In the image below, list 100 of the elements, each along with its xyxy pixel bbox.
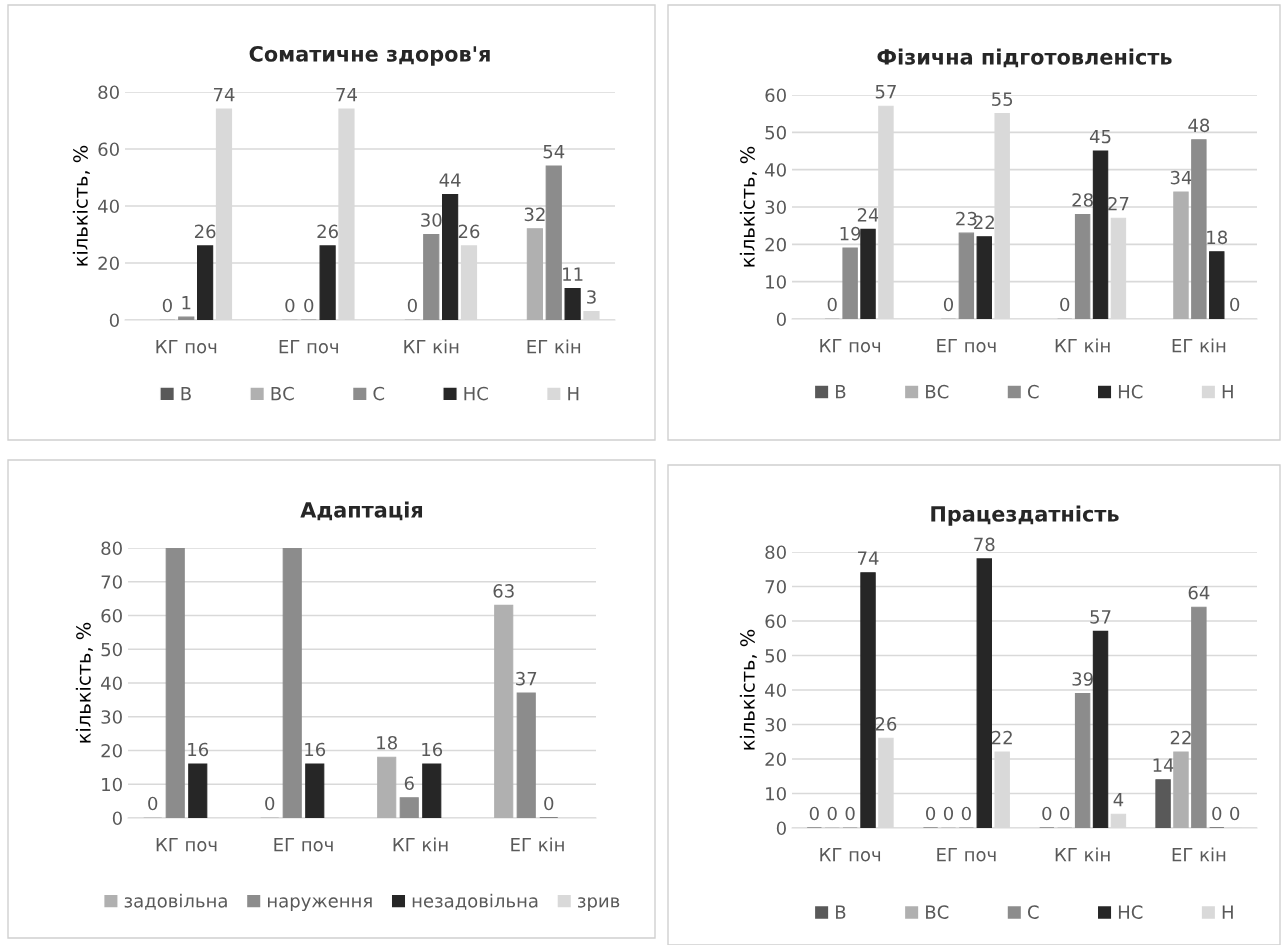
data-label: 0 [407, 298, 417, 313]
y-tick-label: 40 [765, 163, 786, 177]
data-label: 0 [1042, 806, 1052, 821]
data-label: 44 [439, 173, 461, 187]
legend-label: незадовільна [412, 893, 538, 910]
data-label: 18 [377, 735, 397, 750]
legend-label: С [1027, 384, 1039, 399]
x-tick-label: ЕГ поч [937, 339, 996, 353]
legend-label: В [181, 386, 191, 401]
legend-label: Н [1222, 905, 1233, 919]
data-label: 0 [827, 806, 837, 821]
data-label: 22 [1170, 730, 1191, 745]
y-tick-label: 30 [765, 200, 786, 215]
data-label: 0 [827, 297, 837, 312]
data-label: 14 [1153, 758, 1174, 772]
data-label: 6 [404, 776, 414, 791]
data-label: 0 [943, 806, 954, 821]
data-label: 57 [875, 85, 896, 99]
x-tick-label: ЕГ кін [1172, 847, 1226, 862]
data-label: 16 [188, 742, 209, 757]
data-label: 57 [1090, 610, 1111, 624]
y-tick-label: 80 [101, 541, 122, 556]
data-label: 28 [1072, 193, 1093, 207]
legend-label: С [1027, 905, 1039, 919]
data-label: 74 [858, 551, 879, 565]
data-label: 37 [516, 671, 537, 686]
data-label: 0 [1060, 806, 1070, 821]
y-tick-label: 30 [101, 710, 122, 724]
x-tick-label: ЕГ поч [274, 838, 333, 852]
y-tick-label: 30 [765, 717, 786, 732]
data-label: 0 [265, 796, 275, 811]
legend-label: зрив [578, 897, 620, 912]
x-tick-label: КГ кін [1055, 338, 1110, 353]
y-tick-label: 20 [765, 237, 786, 252]
y-tick-label: 10 [102, 777, 122, 792]
data-label: 55 [992, 92, 1013, 106]
y-axis-title: кількість, % [739, 146, 757, 267]
legend-label: Н [1222, 385, 1233, 399]
data-label: 0 [304, 298, 314, 313]
y-tick-label: 40 [101, 676, 122, 691]
data-label: 26 [317, 224, 338, 239]
data-label: 0 [1230, 297, 1240, 312]
x-tick-label: КГ поч [156, 340, 217, 354]
y-tick-label: 60 [765, 614, 786, 629]
x-tick-label: КГ кін [1055, 847, 1110, 862]
x-tick-label: ЕГ поч [937, 848, 996, 862]
y-tick-label: 0 [112, 811, 122, 826]
y-tick-label: 40 [98, 199, 119, 214]
legend-label: НС [1118, 384, 1143, 399]
data-label: 64 [1188, 585, 1210, 600]
legend-label: НС [464, 386, 488, 401]
y-axis-title: кількість, % [75, 622, 93, 743]
y-tick-label: 20 [765, 752, 786, 767]
legend-label: ВС [926, 384, 949, 399]
data-label: 26 [194, 224, 216, 239]
data-label: 0 [162, 298, 172, 313]
data-label: 78 [974, 537, 995, 552]
chart-title: Соматичне здоров'я [249, 45, 490, 66]
y-tick-label: 70 [101, 575, 122, 589]
legend-label: В [836, 905, 846, 919]
chart-title: Фізична підготовленість [877, 48, 1172, 68]
y-tick-label: 20 [98, 256, 119, 271]
legend-label: В [836, 385, 846, 399]
y-axis-title: кількість, % [72, 145, 90, 266]
data-label: 39 [1072, 672, 1093, 686]
data-label: 26 [458, 224, 480, 239]
data-label: 0 [943, 297, 954, 312]
y-tick-label: 70 [765, 579, 786, 594]
data-label: 0 [1060, 297, 1070, 312]
data-label: 16 [422, 742, 443, 757]
data-label: 0 [285, 298, 295, 313]
y-tick-label: 50 [101, 642, 122, 657]
data-label: 0 [926, 806, 936, 821]
x-tick-label: КГ поч [156, 838, 217, 852]
data-label: 11 [563, 267, 583, 281]
y-tick-label: 0 [776, 312, 786, 327]
data-label: 0 [1230, 806, 1240, 821]
data-label: 0 [845, 806, 855, 821]
data-label: 24 [857, 208, 879, 222]
data-label: 26 [875, 716, 897, 731]
y-tick-label: 40 [765, 683, 786, 698]
legend-label: ВС [271, 386, 294, 401]
data-label: 22 [992, 730, 1012, 745]
data-label: 18 [1207, 230, 1228, 245]
data-label: 74 [213, 88, 235, 102]
y-tick-label: 60 [101, 608, 122, 623]
data-label: 32 [524, 207, 545, 222]
data-label: 54 [543, 145, 565, 159]
data-label: 3 [587, 290, 596, 304]
y-tick-label: 10 [766, 786, 786, 801]
y-tick-label: 0 [109, 313, 119, 328]
y-tick-label: 80 [98, 85, 119, 100]
data-label: 0 [148, 796, 158, 811]
x-tick-label: КГ кін [404, 339, 459, 354]
data-label: 1 [182, 296, 191, 310]
data-label: 48 [1188, 118, 1210, 133]
y-tick-label: 60 [98, 142, 119, 157]
data-label: 0 [961, 806, 971, 821]
data-label: 0 [1212, 806, 1222, 821]
legend-label: ВС [926, 905, 949, 919]
